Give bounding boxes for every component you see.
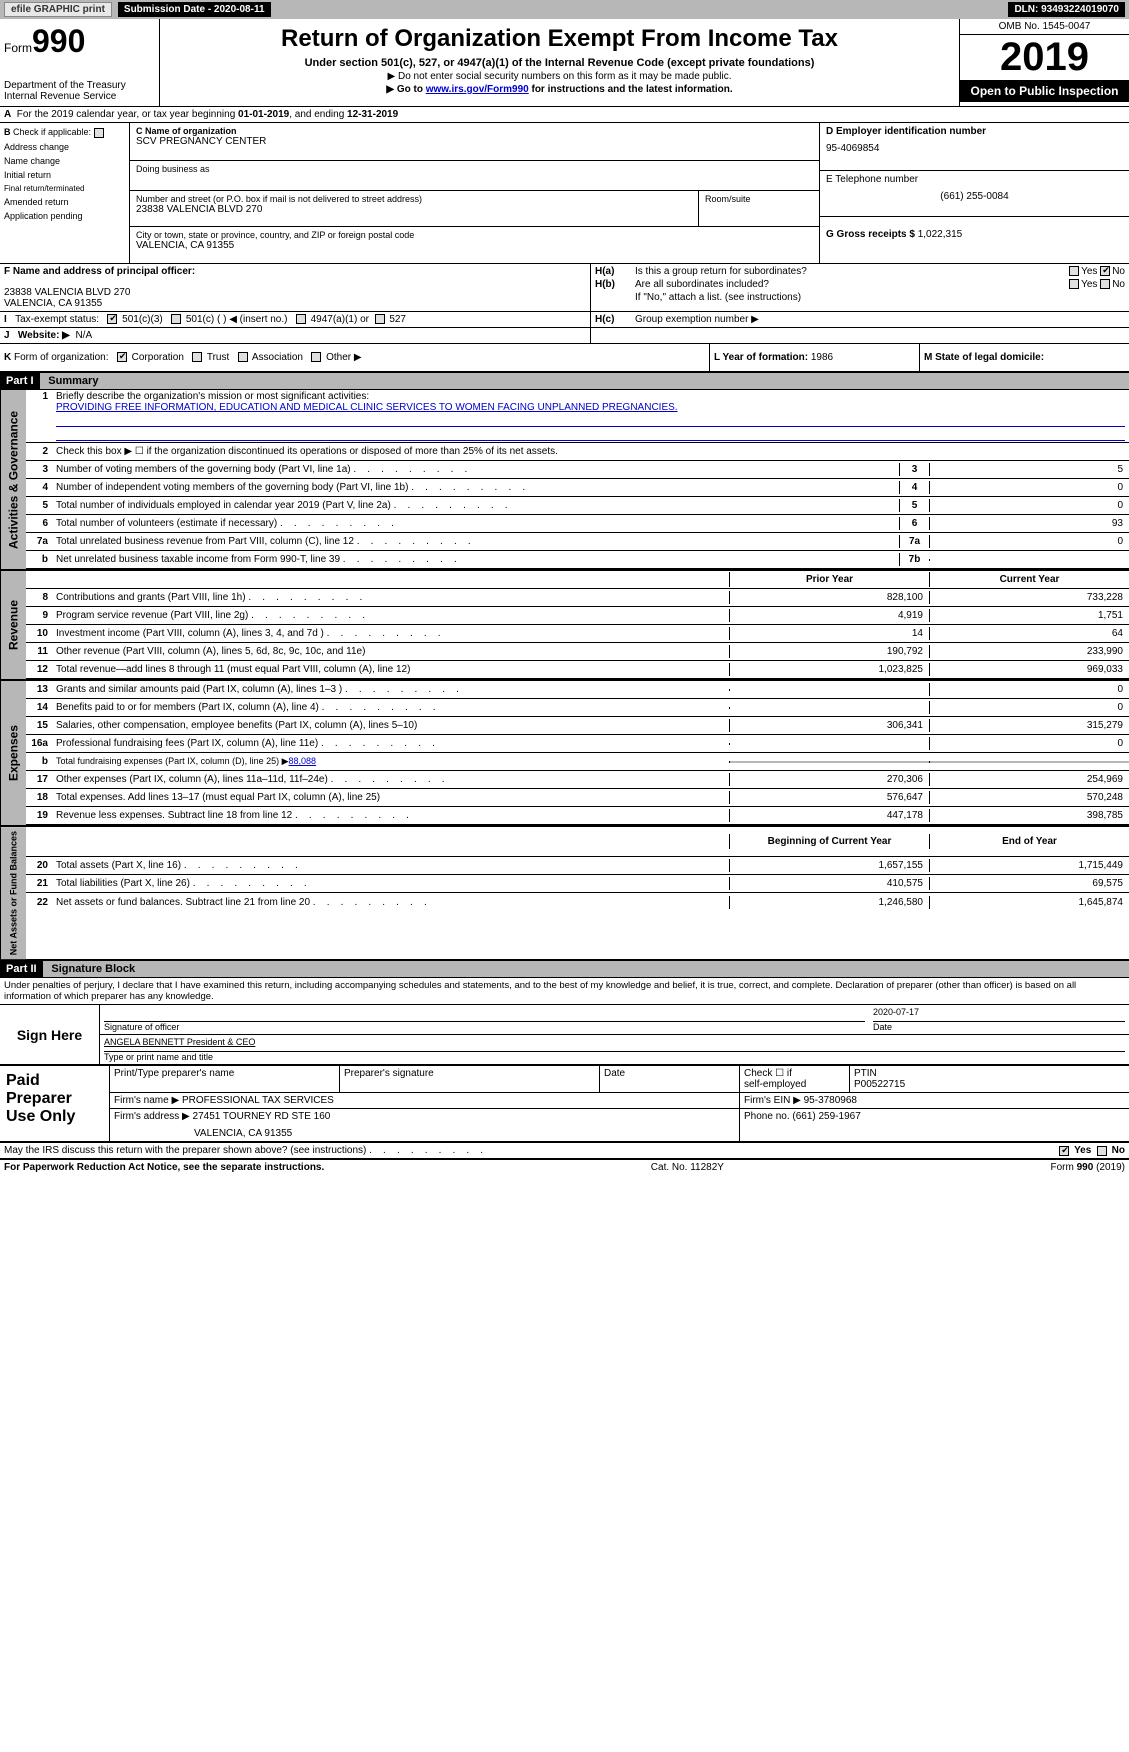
row-a-tax-year: A For the 2019 calendar year, or tax yea… — [0, 107, 1129, 123]
efile-badge: efile GRAPHIC print — [4, 2, 112, 17]
perjury-statement: Under penalties of perjury, I declare th… — [0, 978, 1129, 1005]
discuss-row: May the IRS discuss this return with the… — [0, 1143, 1129, 1160]
subtitle-3: ▶ Go to www.irs.gov/Form990 for instruct… — [166, 84, 953, 95]
city-address: VALENCIA, CA 91355 — [136, 240, 813, 251]
side-expenses: Expenses — [0, 681, 26, 825]
firm-ein: 95-3780968 — [804, 1095, 857, 1106]
department: Department of the Treasury Internal Reve… — [4, 80, 155, 102]
section-f-h: F Name and address of principal officer:… — [0, 264, 1129, 312]
form-number: Form990 — [4, 23, 155, 60]
irs-link[interactable]: www.irs.gov/Form990 — [426, 84, 529, 95]
omb-number: OMB No. 1545-0047 — [960, 19, 1129, 35]
website: N/A — [75, 330, 92, 341]
page-footer: For Paperwork Reduction Act Notice, see … — [0, 1160, 1129, 1175]
subtitle-1: Under section 501(c), 527, or 4947(a)(1)… — [166, 57, 953, 69]
dln-badge: DLN: 93493224019070 — [1008, 2, 1125, 17]
topbar: efile GRAPHIC print Submission Date - 20… — [0, 0, 1129, 19]
side-governance: Activities & Governance — [0, 390, 26, 569]
street-address: 23838 VALENCIA BLVD 270 — [136, 204, 692, 215]
ein: 95-4069854 — [826, 143, 1123, 154]
sign-here-block: Sign Here Signature of officer 2020-07-1… — [0, 1005, 1129, 1066]
paid-preparer-block: Paid Preparer Use Only Print/Type prepar… — [0, 1066, 1129, 1143]
gross-receipts: 1,022,315 — [918, 229, 963, 240]
side-netassets: Net Assets or Fund Balances — [0, 827, 26, 959]
ptin: P00522715 — [854, 1079, 905, 1090]
open-to-public: Open to Public Inspection — [960, 80, 1129, 102]
side-revenue: Revenue — [0, 571, 26, 679]
section-b-checkboxes: B Check if applicable: Address change Na… — [0, 123, 130, 263]
dba-label: Doing business as — [136, 164, 813, 174]
form-header: Form990 Department of the Treasury Inter… — [0, 19, 1129, 107]
sign-date: 2020-07-17 — [873, 1007, 1125, 1021]
firm-phone: (661) 259-1967 — [792, 1111, 860, 1122]
part1-header: Part I Summary — [0, 373, 1129, 390]
year-formation: 1986 — [811, 352, 833, 363]
firm-name: PROFESSIONAL TAX SERVICES — [182, 1095, 334, 1106]
tax-year: 2019 — [960, 35, 1129, 80]
officer-name: ANGELA BENNETT President & CEO — [104, 1037, 255, 1047]
submission-date-badge: Submission Date - 2020-08-11 — [118, 2, 271, 17]
form-title: Return of Organization Exempt From Incom… — [166, 25, 953, 53]
subtitle-2: ▶ Do not enter social security numbers o… — [166, 71, 953, 82]
mission-text: PROVIDING FREE INFORMATION, EDUCATION AN… — [56, 402, 678, 413]
org-info-grid: B Check if applicable: Address change Na… — [0, 123, 1129, 264]
org-name: SCV PREGNANCY CENTER — [136, 136, 813, 147]
telephone: (661) 255-0084 — [826, 191, 1123, 202]
part2-header: Part II Signature Block — [0, 961, 1129, 978]
